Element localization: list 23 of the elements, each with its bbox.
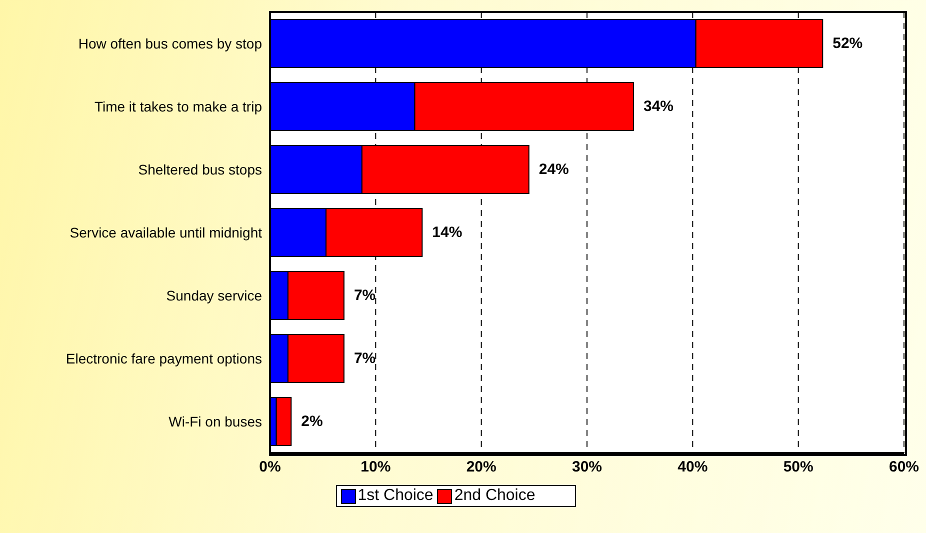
legend-label: 1st Choice — [358, 487, 434, 505]
x-tick-label: 50% — [783, 458, 814, 476]
y-tick-label: Electronic fare payment options — [66, 350, 262, 366]
y-tick-label: How often bus comes by stop — [78, 35, 262, 52]
y-tick-label: Sheltered bus stops — [138, 161, 262, 178]
x-tick-label: 30% — [572, 458, 602, 476]
y-tick-label: Service available until midnight — [70, 224, 262, 240]
total-label: 7% — [354, 287, 376, 304]
total-label: 2% — [301, 413, 323, 430]
y-tick-label: Wi-Fi on buses — [168, 413, 262, 430]
total-label: 24% — [538, 161, 569, 178]
x-tick-label: 0% — [259, 458, 281, 476]
legend-label: 2nd Choice — [454, 487, 536, 505]
total-label: 14% — [432, 224, 462, 242]
total-label: 7% — [354, 350, 376, 368]
total-label: 34% — [643, 98, 674, 116]
y-tick-label: Time it takes to make a trip — [94, 98, 262, 114]
x-tick-label: 60% — [888, 458, 920, 476]
y-tick-label: Sunday service — [166, 287, 262, 304]
x-tick-label: 20% — [466, 458, 496, 476]
total-label: 52% — [832, 35, 863, 52]
x-tick-label: 40% — [678, 458, 708, 476]
x-tick-label: 10% — [360, 458, 391, 476]
